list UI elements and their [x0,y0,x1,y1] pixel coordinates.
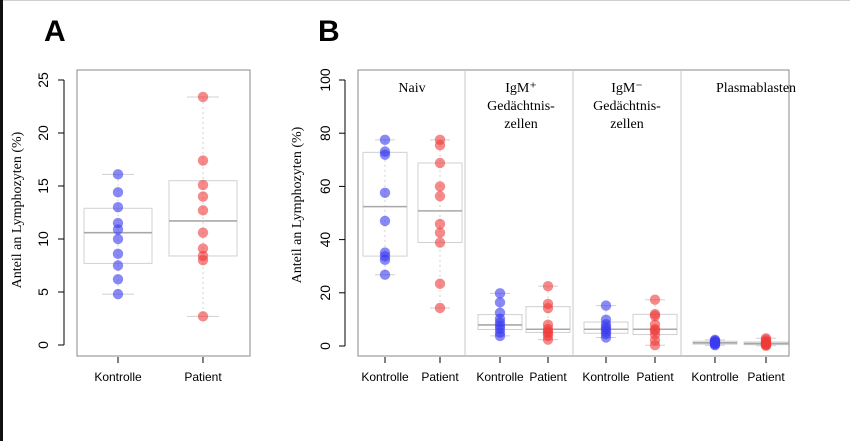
panel-a-kontrolle-point [112,187,124,198]
panel-b-facet3-patient-point [649,310,661,322]
panel-b-facet3-patient-point [649,340,661,351]
panel-a-patient-category-label: Patient [184,370,222,384]
panel-b-y-tick-label: 0 [317,342,333,350]
panel-a-y-tick-label: 5 [35,288,51,296]
panel-b-y-tick-label: 60 [317,178,333,194]
panel-a-y-tick-label: 25 [35,72,51,88]
top-border-line [0,0,850,1]
panel-b-facet1-patient-point [434,139,446,151]
panel-b-facet1-patient-point [434,191,446,202]
panel-b-facet1-patient-point [434,237,446,248]
panel-b-facet-title: zellen [610,117,643,132]
panel-b-facet2-patient-category-label: Patient [529,370,567,384]
panel-b-facet3-patient-category-label: Patient [636,370,674,384]
panel-a: A Anteil an Lymphozyten (%) 0 5 10 15 20 25 Ko… [10,15,251,384]
panel-b-facet1-kontrolle-point [379,269,391,280]
panel-b-facet2-kontrolle-point [494,330,506,342]
panel-a-kontrolle-point [112,260,124,271]
panel-a-patient-point [197,227,209,238]
panel-a-patient-point [197,191,209,202]
panel-b-facet4-patient-category-label: Patient [747,370,785,384]
panel-b-y-tick-label: 20 [317,285,333,301]
panel-b-facet3-kontrolle-category-label: Kontrolle [582,370,630,384]
panel-b-facet2-patient-point [542,334,554,345]
panel-b-facet1-patient-point [434,227,446,238]
panel-b-facet2-kontrolle-category-label: Kontrolle [476,370,524,384]
panel-b-facet4-kontrolle-point [709,340,721,351]
panel-a-y-tick-label: 15 [35,178,51,194]
panel-b-facet-title: IgM⁻ [611,81,643,96]
panel-a-patient-point [197,155,209,166]
panel-b-facet4-patient-point [760,340,772,351]
panel-b-facet2-kontrolle-point [494,288,506,299]
panel-b-facet1-patient-point [434,181,446,192]
panel-b-facet-title: Gedächtnis- [593,99,661,114]
panel-a-y-tick-label: 20 [35,125,51,141]
panel-a-patient-point [197,205,209,216]
panel-a-kontrolle-category-label: Kontrolle [94,370,142,384]
panel-b-letter: B [318,15,340,48]
panel-a-kontrolle-point [112,224,124,235]
panel-a-patient-point [197,179,209,191]
panel-a-kontrolle-point [112,202,124,213]
panel-a-kontrolle-point [112,233,124,245]
panel-a-kontrolle-point [112,288,124,300]
panel-b-facet-title: zellen [504,117,537,132]
panel-b-facet1-patient-category-label: Patient [421,370,459,384]
panel-a-letter: A [44,15,66,48]
panel-b-y-tick-label: 40 [317,232,333,248]
panel-b-facet-title: Gedächtnis- [487,99,555,114]
panel-b-facet1-kontrolle-point [379,134,391,146]
panel-b-facet-title: Plasmablasten [716,81,796,96]
panel-b-y-axis-label: Anteil an Lymphozyten (%) [290,126,305,283]
panel-b-facet2-patient-point [542,303,554,314]
panel-b-facet1-kontrolle-point [379,187,391,198]
panel-b-facet1-kontrolle-point [379,149,391,160]
panel-b-facet1-kontrolle-point [379,215,391,227]
panel-a-patient-point [197,311,209,322]
panel-b-facet4-kontrolle-category-label: Kontrolle [691,370,739,384]
panel-b-facet3-kontrolle-point [600,332,612,343]
panel-b-facet-title: IgM⁺ [505,81,537,96]
panel-a-kontrolle-point [112,274,124,285]
panel-b-facet2-kontrolle-point [494,297,506,308]
panel-b-facet-title: Naiv [398,81,425,96]
panel-a-kontrolle-point [112,169,124,180]
panel-b-facet1-kontrolle-point [379,254,391,266]
panel-b: B Anteil an Lymphozyten (%) 0 20 40 60 80 100… [290,15,796,384]
panel-a-y-tick-label: 0 [35,341,51,349]
panel-a-patient-point [197,91,209,103]
panel-a-patient-point [197,243,209,254]
panel-b-facet1-kontrolle-box [362,151,408,257]
panel-b-facet1-patient-point [434,278,446,289]
panel-a-kontrolle-point [112,248,124,260]
panel-b-facet1-patient-point [434,302,446,314]
left-border-bar [0,0,3,441]
panel-a-patient-point [197,255,209,266]
panel-a-y-tick-label: 10 [35,231,51,247]
panel-b-facet3-patient-point [649,294,661,305]
panel-b-facet1-patient-point [434,157,446,169]
panel-b-facet1-kontrolle-category-label: Kontrolle [361,370,409,384]
panel-b-facet3-kontrolle-point [600,300,612,311]
panel-a-y-axis-label: Anteil an Lymphozyten (%) [10,131,25,288]
panel-b-facet1-patient-point [434,218,446,230]
panel-b-y-tick-label: 100 [317,68,333,92]
panel-b-y-tick-label: 80 [317,125,333,141]
panel-a-plot-frame [76,69,251,357]
panel-b-facet2-patient-point [542,280,554,292]
